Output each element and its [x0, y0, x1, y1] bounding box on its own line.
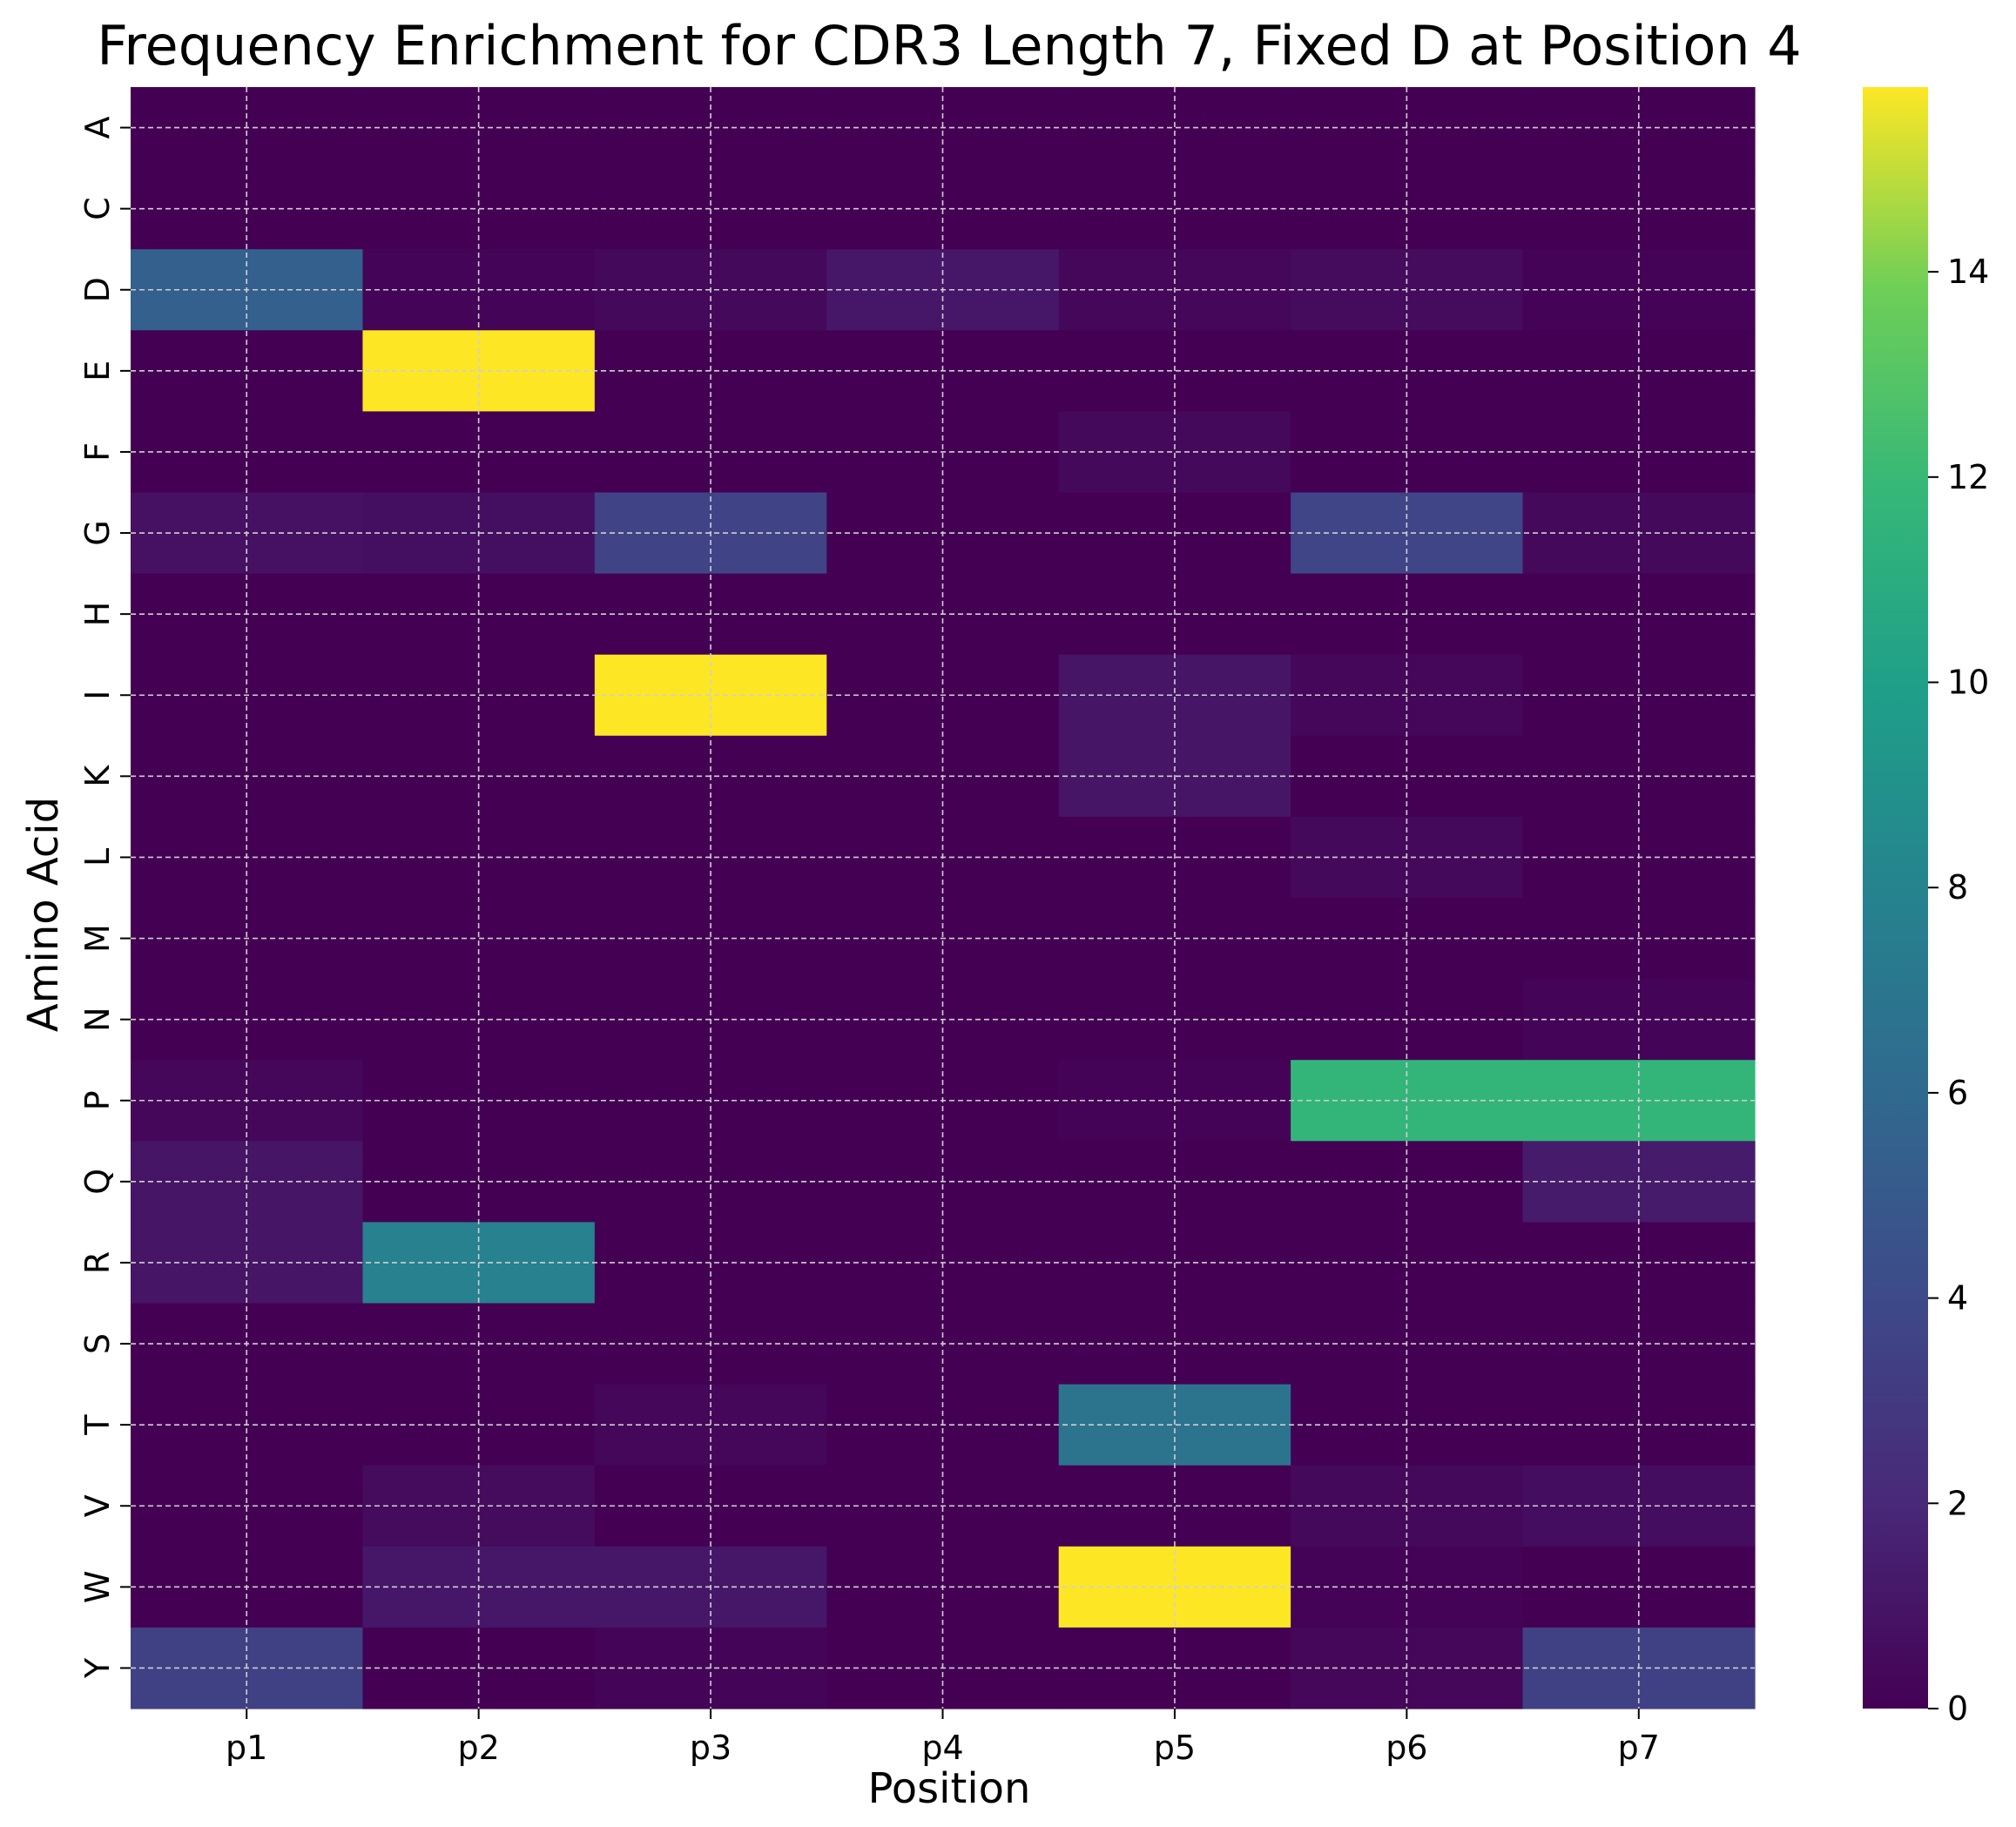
- x-tick-label: p1: [226, 1729, 267, 1767]
- y-tick-label: T: [78, 1414, 117, 1436]
- y-tick-label: P: [78, 1090, 117, 1110]
- colorbar-tick-label: 8: [1947, 868, 1968, 907]
- x-tick-label: p3: [690, 1729, 732, 1767]
- y-tick-label: W: [78, 1571, 117, 1604]
- y-tick-label: D: [78, 277, 117, 302]
- y-tick-label: R: [78, 1251, 117, 1274]
- x-tick-label: p5: [1154, 1729, 1196, 1767]
- y-tick-label: Q: [78, 1169, 117, 1195]
- y-tick-label: I: [78, 691, 117, 700]
- x-tick-label: p4: [921, 1729, 963, 1767]
- y-axis-label: Amino Acid: [19, 797, 68, 1032]
- x-axis-ticks: p1 p2 p3 p4 p5 p6 p7: [226, 1709, 1660, 1767]
- y-tick-label: G: [78, 520, 117, 545]
- y-tick-label: H: [78, 602, 117, 627]
- x-tick-label: p6: [1386, 1729, 1427, 1767]
- y-tick-label: C: [78, 197, 117, 220]
- x-tick-label: p7: [1618, 1729, 1660, 1767]
- y-tick-label: L: [78, 848, 117, 866]
- x-tick-label: p2: [457, 1729, 499, 1767]
- colorbar-tick-label: 0: [1947, 1689, 1968, 1728]
- colorbar-tick-label: 12: [1947, 458, 1989, 496]
- colorbar-tick-label: 10: [1947, 664, 1989, 702]
- y-tick-label: K: [78, 765, 117, 787]
- y-tick-label: M: [78, 924, 117, 953]
- y-tick-label: V: [78, 1494, 117, 1517]
- y-tick-label: E: [78, 361, 117, 381]
- colorbar-tick-label: 4: [1947, 1279, 1968, 1318]
- x-axis-label: Position: [868, 1764, 1031, 1813]
- y-tick-label: S: [78, 1333, 117, 1354]
- y-tick-label: F: [78, 442, 117, 462]
- grid-lines: [131, 87, 1755, 1709]
- y-axis-ticks: A C D E F G H I K L M N P Q R S T V W Y: [78, 117, 131, 1679]
- y-tick-label: Y: [78, 1657, 117, 1679]
- y-tick-label: N: [78, 1007, 117, 1031]
- colorbar-tick-label: 2: [1947, 1484, 1968, 1522]
- colorbar-tick-label: 14: [1947, 253, 1989, 291]
- chart-title: Frequency Enrichment for CDR3 Length 7, …: [97, 14, 1801, 78]
- colorbar-ticks: 0 2 4 6 8 10 12 14: [1928, 253, 1989, 1728]
- y-tick-label: A: [78, 117, 117, 139]
- colorbar: [1863, 87, 1928, 1709]
- colorbar-tick-label: 6: [1947, 1074, 1968, 1112]
